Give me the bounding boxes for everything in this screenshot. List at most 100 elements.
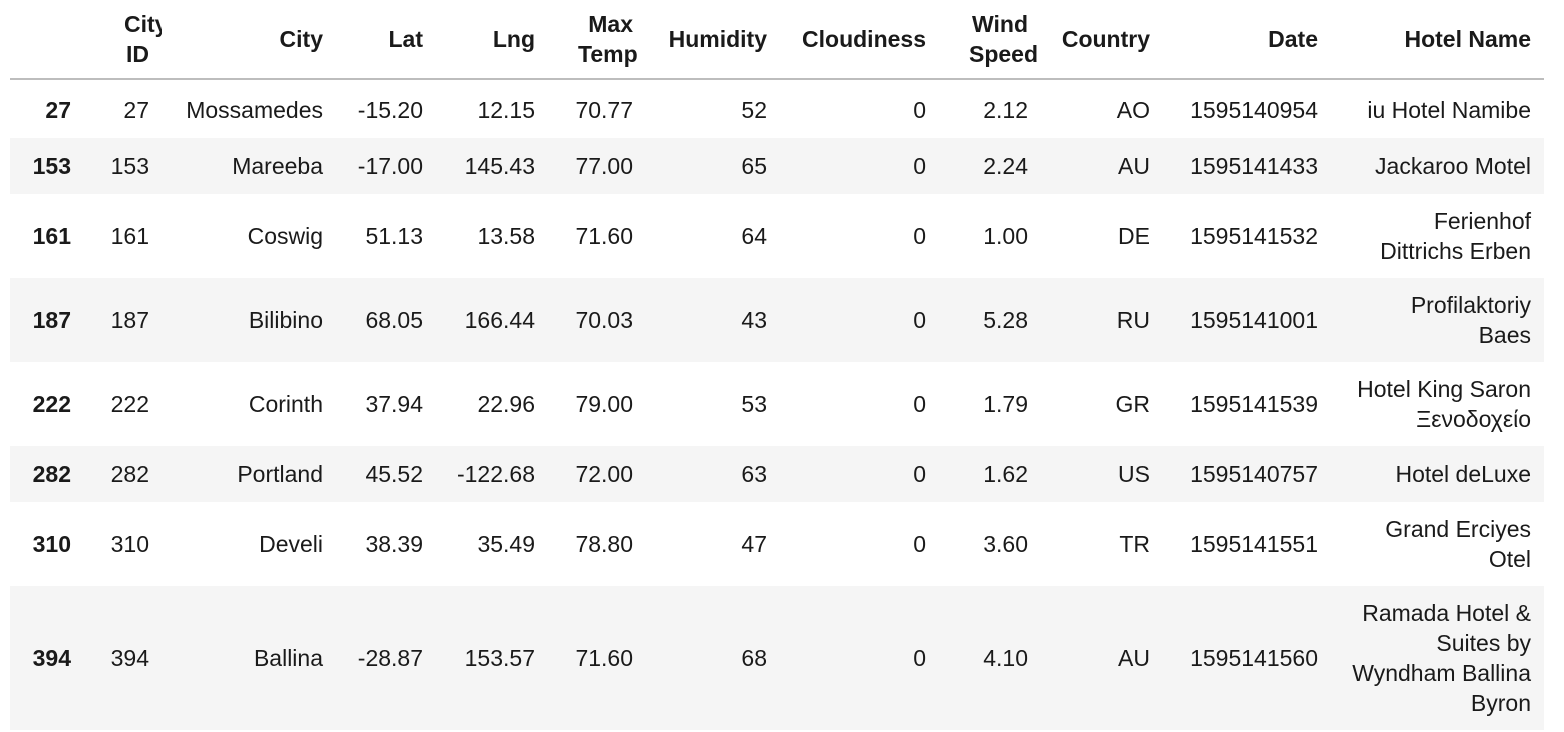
cell-cloudiness: 0 [913, 531, 926, 557]
header-humidity: Humidity [646, 0, 780, 80]
cell-max-temp: 71.60 [575, 223, 633, 249]
cell-city-id: 394 [110, 645, 149, 671]
cell-wind-speed: 1.79 [983, 391, 1028, 417]
cell-date: 1595140757 [1190, 461, 1318, 487]
cell-lat: 37.94 [365, 391, 423, 417]
cell-humidity: 47 [741, 531, 767, 557]
header-country: Country [1041, 0, 1163, 80]
cell-max-temp: 70.03 [575, 307, 633, 333]
cell-lng: 145.43 [464, 153, 535, 179]
row-index: 153 [32, 153, 71, 179]
cell-lat: 45.52 [365, 461, 423, 487]
cell-city-id: 27 [123, 97, 149, 123]
cell-max-temp: 71.60 [575, 645, 633, 671]
cell-city: Mareeba [232, 153, 323, 179]
header-cloudiness: Cloudiness [780, 0, 939, 80]
cell-city: Portland [237, 461, 323, 487]
row-index: 282 [32, 461, 71, 487]
header-city: City [162, 0, 336, 80]
cell-wind-speed: 2.12 [983, 97, 1028, 123]
cell-hotel-name: iu Hotel Namibe [1367, 97, 1531, 123]
table-row: 310 310 Develi 38.39 35.49 78.80 47 0 3.… [10, 502, 1544, 586]
cell-hotel-name: Ferienhof Dittrichs Erben [1380, 208, 1531, 264]
cell-city: Mossamedes [186, 97, 323, 123]
cell-wind-speed: 1.62 [983, 461, 1028, 487]
cell-max-temp: 72.00 [575, 461, 633, 487]
cell-humidity: 64 [741, 223, 767, 249]
cell-country: GR [1115, 391, 1151, 417]
cell-date: 1595141001 [1190, 307, 1318, 333]
table-row: 282 282 Portland 45.52 -122.68 72.00 63 … [10, 446, 1544, 502]
header-lat: Lat [336, 0, 436, 80]
header-city-id: City ID [84, 0, 162, 80]
cell-date: 1595141560 [1190, 645, 1318, 671]
cell-city-id: 222 [110, 391, 149, 417]
cell-lat: 68.05 [365, 307, 423, 333]
cell-max-temp: 79.00 [575, 391, 633, 417]
cell-lat: -17.00 [357, 153, 423, 179]
cell-hotel-name: Profilaktoriy Baes [1410, 292, 1531, 348]
cell-max-temp: 70.77 [575, 97, 633, 123]
row-index: 222 [32, 391, 71, 417]
cell-city: Bilibino [248, 307, 323, 333]
table-row: 153 153 Mareeba -17.00 145.43 77.00 65 0… [10, 138, 1544, 194]
cell-city-id: 282 [110, 461, 149, 487]
header-wind-speed: Wind Speed [939, 0, 1041, 80]
row-index: 310 [32, 531, 71, 557]
header-max-temp: Max Temp [548, 0, 646, 80]
cell-hotel-name: Ramada Hotel & Suites by Wyndham Ballina… [1352, 600, 1531, 716]
cell-wind-speed: 3.60 [983, 531, 1028, 557]
cell-lng: 13.58 [477, 223, 535, 249]
table-row: 161 161 Coswig 51.13 13.58 71.60 64 0 1.… [10, 194, 1544, 278]
cell-date: 1595140954 [1190, 97, 1318, 123]
header-hotel-name: Hotel Name [1331, 0, 1544, 80]
table-row: 394 394 Ballina -28.87 153.57 71.60 68 0… [10, 586, 1544, 730]
cell-humidity: 63 [741, 461, 767, 487]
dataframe-table: City ID City Lat Lng Max Temp Humidity C… [10, 0, 1544, 730]
cell-city-id: 187 [110, 307, 149, 333]
cell-lng: -122.68 [456, 461, 535, 487]
cell-cloudiness: 0 [913, 461, 926, 487]
cell-wind-speed: 2.24 [983, 153, 1028, 179]
cell-city: Coswig [247, 223, 323, 249]
cell-lng: 22.96 [477, 391, 535, 417]
cell-max-temp: 77.00 [575, 153, 633, 179]
header-lng: Lng [436, 0, 548, 80]
cell-hotel-name: Hotel King Saron Ξενοδοχείο [1357, 376, 1531, 432]
cell-date: 1595141433 [1190, 153, 1318, 179]
cell-lat: 51.13 [365, 223, 423, 249]
cell-wind-speed: 4.10 [983, 645, 1028, 671]
cell-city: Corinth [248, 391, 323, 417]
cell-max-temp: 78.80 [575, 531, 633, 557]
cell-country: TR [1119, 531, 1150, 557]
cell-date: 1595141551 [1190, 531, 1318, 557]
cell-city-id: 161 [110, 223, 149, 249]
cell-city-id: 153 [110, 153, 149, 179]
cell-humidity: 53 [741, 391, 767, 417]
cell-lat: -15.20 [357, 97, 423, 123]
cell-hotel-name: Hotel deLuxe [1395, 461, 1531, 487]
cell-city: Ballina [253, 645, 323, 671]
row-index: 187 [32, 307, 71, 333]
cell-date: 1595141532 [1190, 223, 1318, 249]
cell-humidity: 52 [741, 97, 767, 123]
cell-hotel-name: Jackaroo Motel [1375, 153, 1531, 179]
cell-cloudiness: 0 [913, 97, 926, 123]
table-row: 187 187 Bilibino 68.05 166.44 70.03 43 0… [10, 278, 1544, 362]
table-body: 27 27 Mossamedes -15.20 12.15 70.77 52 0… [10, 79, 1544, 730]
cell-lng: 166.44 [464, 307, 535, 333]
cell-country: AU [1118, 153, 1150, 179]
cell-cloudiness: 0 [913, 307, 926, 333]
cell-lat: -28.87 [357, 645, 423, 671]
cell-country: AU [1118, 645, 1150, 671]
cell-wind-speed: 5.28 [983, 307, 1028, 333]
cell-cloudiness: 0 [913, 391, 926, 417]
cell-date: 1595141539 [1190, 391, 1318, 417]
row-index: 161 [32, 223, 71, 249]
row-index: 394 [32, 645, 71, 671]
cell-country: AO [1116, 97, 1150, 123]
row-index: 27 [45, 97, 71, 123]
cell-lat: 38.39 [365, 531, 423, 557]
cell-humidity: 68 [741, 645, 767, 671]
cell-country: DE [1118, 223, 1150, 249]
